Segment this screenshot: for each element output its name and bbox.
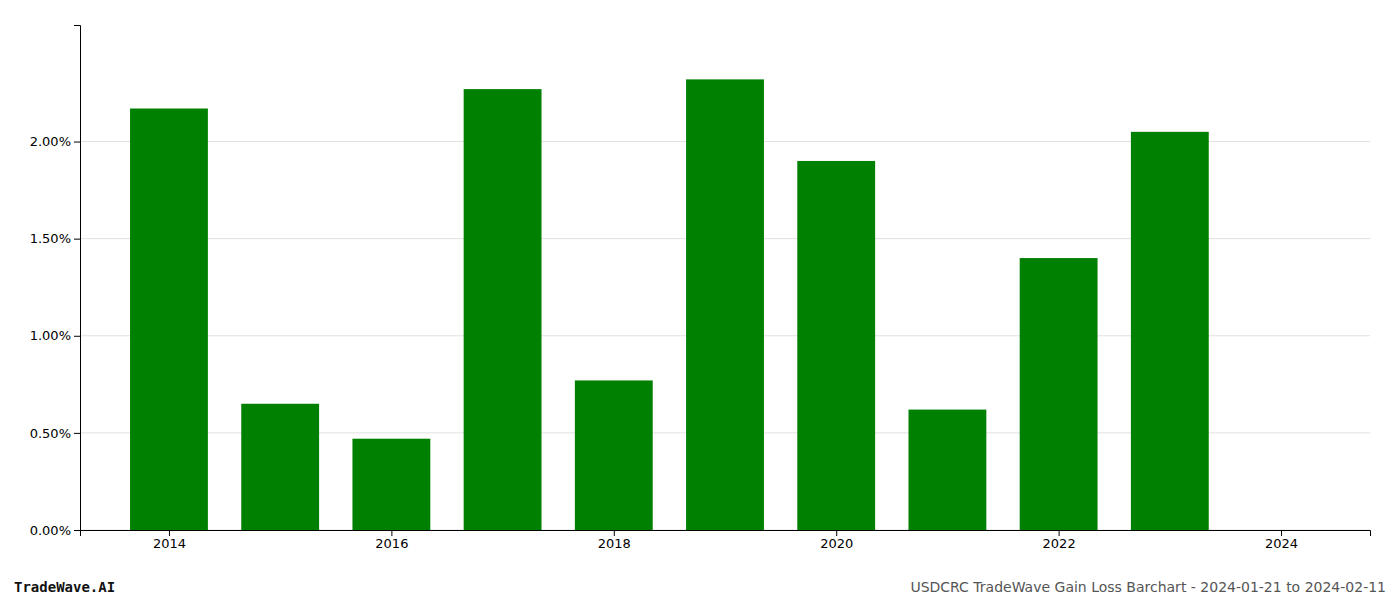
y-tick-mark — [74, 239, 80, 240]
x-tick-label: 2018 — [598, 536, 631, 551]
x-tick-label: 2022 — [1043, 536, 1076, 551]
x-tick: 2018 — [598, 530, 631, 551]
bar — [575, 380, 653, 530]
bar — [797, 161, 875, 530]
x-tick: 2014 — [153, 530, 186, 551]
bar — [352, 439, 430, 530]
plot: 2014 2016 2018 2020 2022 2024 0.00% 0.50% 1.00% 1… — [30, 26, 1371, 552]
x-tick-mark — [1281, 530, 1282, 536]
y-tick: 0.00% — [30, 523, 80, 538]
bar — [1131, 132, 1209, 530]
x-tick-label: 2024 — [1265, 536, 1298, 551]
y-tick-mark — [74, 336, 80, 337]
x-tick-mark — [169, 530, 170, 536]
x-tick: 2022 — [1043, 530, 1076, 551]
x-tick: 2024 — [1265, 530, 1298, 551]
x-tick-label: 2014 — [153, 536, 186, 551]
bar — [908, 410, 986, 530]
x-axis-line — [81, 531, 1371, 537]
x-tick-mark — [614, 530, 615, 536]
y-axis: 0.00% 0.50% 1.00% 1.50% 2.00% — [30, 26, 81, 538]
x-tick-mark — [1059, 530, 1060, 536]
bar — [686, 79, 764, 530]
y-tick-label: 2.00% — [30, 134, 71, 149]
bar — [130, 109, 208, 530]
bar — [241, 404, 319, 530]
y-tick-label: 0.00% — [30, 523, 71, 538]
x-tick: 2016 — [375, 530, 408, 551]
y-tick-label: 1.50% — [30, 231, 71, 246]
y-tick: 0.50% — [30, 426, 80, 441]
y-tick: 2.00% — [30, 134, 80, 149]
bar — [1020, 258, 1098, 530]
y-tick-label: 0.50% — [30, 426, 71, 441]
x-axis: 2014 2016 2018 2020 2022 2024 — [81, 530, 1371, 551]
bars — [130, 79, 1209, 530]
y-tick: 1.00% — [30, 328, 80, 343]
y-tick-mark — [74, 142, 80, 143]
x-tick: 2020 — [820, 530, 853, 551]
x-tick-mark — [391, 530, 392, 536]
x-tick-label: 2016 — [375, 536, 408, 551]
y-tick-label: 1.00% — [30, 328, 71, 343]
y-tick: 1.50% — [30, 231, 80, 246]
x-tick-mark — [836, 530, 837, 536]
y-tick-mark — [74, 530, 80, 531]
y-axis-line — [74, 26, 81, 531]
x-tick-label: 2020 — [820, 536, 853, 551]
bar — [464, 89, 542, 530]
footer-right: USDCRC TradeWave Gain Loss Barchart - 20… — [910, 579, 1386, 595]
y-tick-mark — [74, 433, 80, 434]
footer-left: TradeWave.AI — [14, 579, 115, 595]
chart: 2014 2016 2018 2020 2022 2024 0.00% 0.50% 1.00% 1… — [0, 0, 1400, 600]
